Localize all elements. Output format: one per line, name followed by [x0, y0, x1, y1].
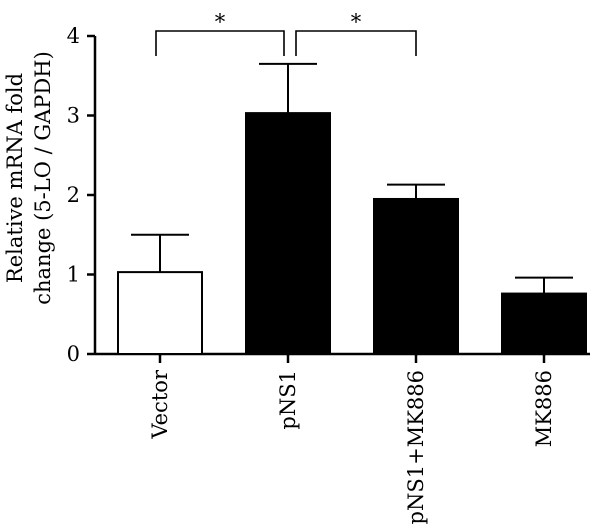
significance-star: *	[215, 10, 226, 34]
y-tick-label: 4	[67, 24, 80, 48]
bar	[117, 271, 203, 355]
bars	[117, 112, 587, 355]
y-axis-label-line-2: change (5-LO / GAPDH)	[31, 51, 55, 305]
significance-bracket	[155, 30, 285, 56]
y-tick-label: 3	[67, 104, 80, 128]
y-axis-label: Relative mRNA fold change (5-LO / GAPDH)	[3, 51, 55, 305]
axes: 0 1 2 3 4 Vector pNS1 pNS1+MK886 MK886	[67, 24, 590, 524]
y-axis-label-line-1: Relative mRNA fold	[3, 73, 27, 283]
significance-star: *	[351, 10, 362, 34]
x-tick-label: pNS1+MK886	[404, 370, 428, 524]
x-tick-label: pNS1	[276, 370, 300, 430]
x-tick-label: MK886	[532, 370, 556, 447]
y-tick-label: 0	[67, 342, 80, 366]
x-tick-label: Vector	[148, 369, 172, 440]
significance-bracket	[295, 30, 417, 56]
bar	[501, 292, 587, 355]
y-tick-label: 1	[67, 263, 80, 287]
significance-brackets: * *	[155, 10, 417, 56]
bar	[245, 112, 331, 355]
y-tick-label: 2	[67, 183, 80, 207]
bar	[373, 197, 459, 355]
error-bars	[131, 62, 573, 294]
